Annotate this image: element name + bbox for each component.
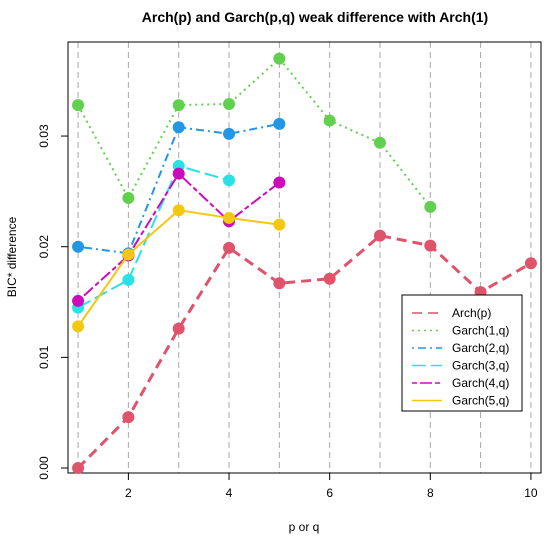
data-point: [273, 52, 286, 65]
data-point: [172, 322, 185, 335]
y-tick-label: 0.02: [37, 235, 51, 259]
data-point: [172, 167, 185, 180]
data-point: [223, 127, 236, 140]
data-point: [223, 97, 236, 110]
x-axis: 2 4 6 8 10: [125, 473, 538, 500]
x-tick-label: 4: [226, 486, 233, 500]
series-group: [72, 52, 537, 475]
x-axis-label: p or q: [289, 520, 320, 534]
data-point: [72, 99, 85, 112]
data-point: [273, 176, 286, 189]
data-point: [172, 204, 185, 217]
data-point: [122, 192, 135, 205]
data-point: [172, 121, 185, 134]
series-line: [77, 57, 432, 208]
data-point: [373, 136, 386, 149]
data-point: [273, 218, 286, 231]
data-point: [172, 99, 185, 112]
plot-frame: [67, 41, 542, 474]
legend: Arch(p) Garch(1,q) Garch(2,q) Garch(3,q) Gar…: [401, 294, 523, 412]
data-point: [424, 239, 437, 252]
data-point: [72, 240, 85, 253]
series-1: [72, 52, 437, 213]
data-point: [72, 462, 85, 475]
data-point: [273, 117, 286, 130]
data-point: [122, 411, 135, 424]
y-axis-label: BIC* difference: [5, 216, 19, 297]
data-point: [223, 211, 236, 224]
y-tick-label: 0.03: [37, 124, 51, 148]
chart-title: Arch(p) and Garch(p,q) weak difference w…: [142, 9, 488, 25]
data-point: [273, 277, 286, 290]
data-point: [424, 200, 437, 213]
data-point: [122, 273, 135, 286]
y-tick-label: 0.01: [37, 345, 51, 369]
x-tick-label: 6: [326, 486, 333, 500]
data-point: [524, 257, 537, 270]
x-tick-label: 10: [524, 486, 538, 500]
legend-label: Garch(1,q): [452, 324, 509, 338]
data-point: [373, 229, 386, 242]
data-point: [323, 272, 336, 285]
legend-label: Garch(3,q): [452, 359, 509, 373]
legend-label: Garch(2,q): [452, 341, 509, 355]
series-line: [76, 234, 532, 470]
legend-label: Garch(4,q): [452, 376, 509, 390]
legend-label: Arch(p): [452, 306, 491, 320]
y-tick-label: 0.00: [37, 456, 51, 480]
data-point: [72, 320, 85, 333]
data-point: [72, 294, 85, 307]
data-point: [223, 241, 236, 254]
y-axis: 0.00 0.01 0.02 0.03: [37, 124, 68, 480]
series-3: [72, 159, 236, 314]
x-tick-label: 8: [427, 486, 434, 500]
series-0: [72, 229, 537, 475]
series-line: [77, 164, 230, 309]
legend-label: Garch(5,q): [452, 394, 509, 408]
data-point: [323, 114, 336, 127]
x-tick-label: 2: [125, 486, 132, 500]
data-point: [122, 248, 135, 261]
series-2: [72, 117, 286, 260]
series-5: [72, 204, 286, 333]
data-point: [223, 174, 236, 187]
legend-box: [401, 294, 523, 412]
